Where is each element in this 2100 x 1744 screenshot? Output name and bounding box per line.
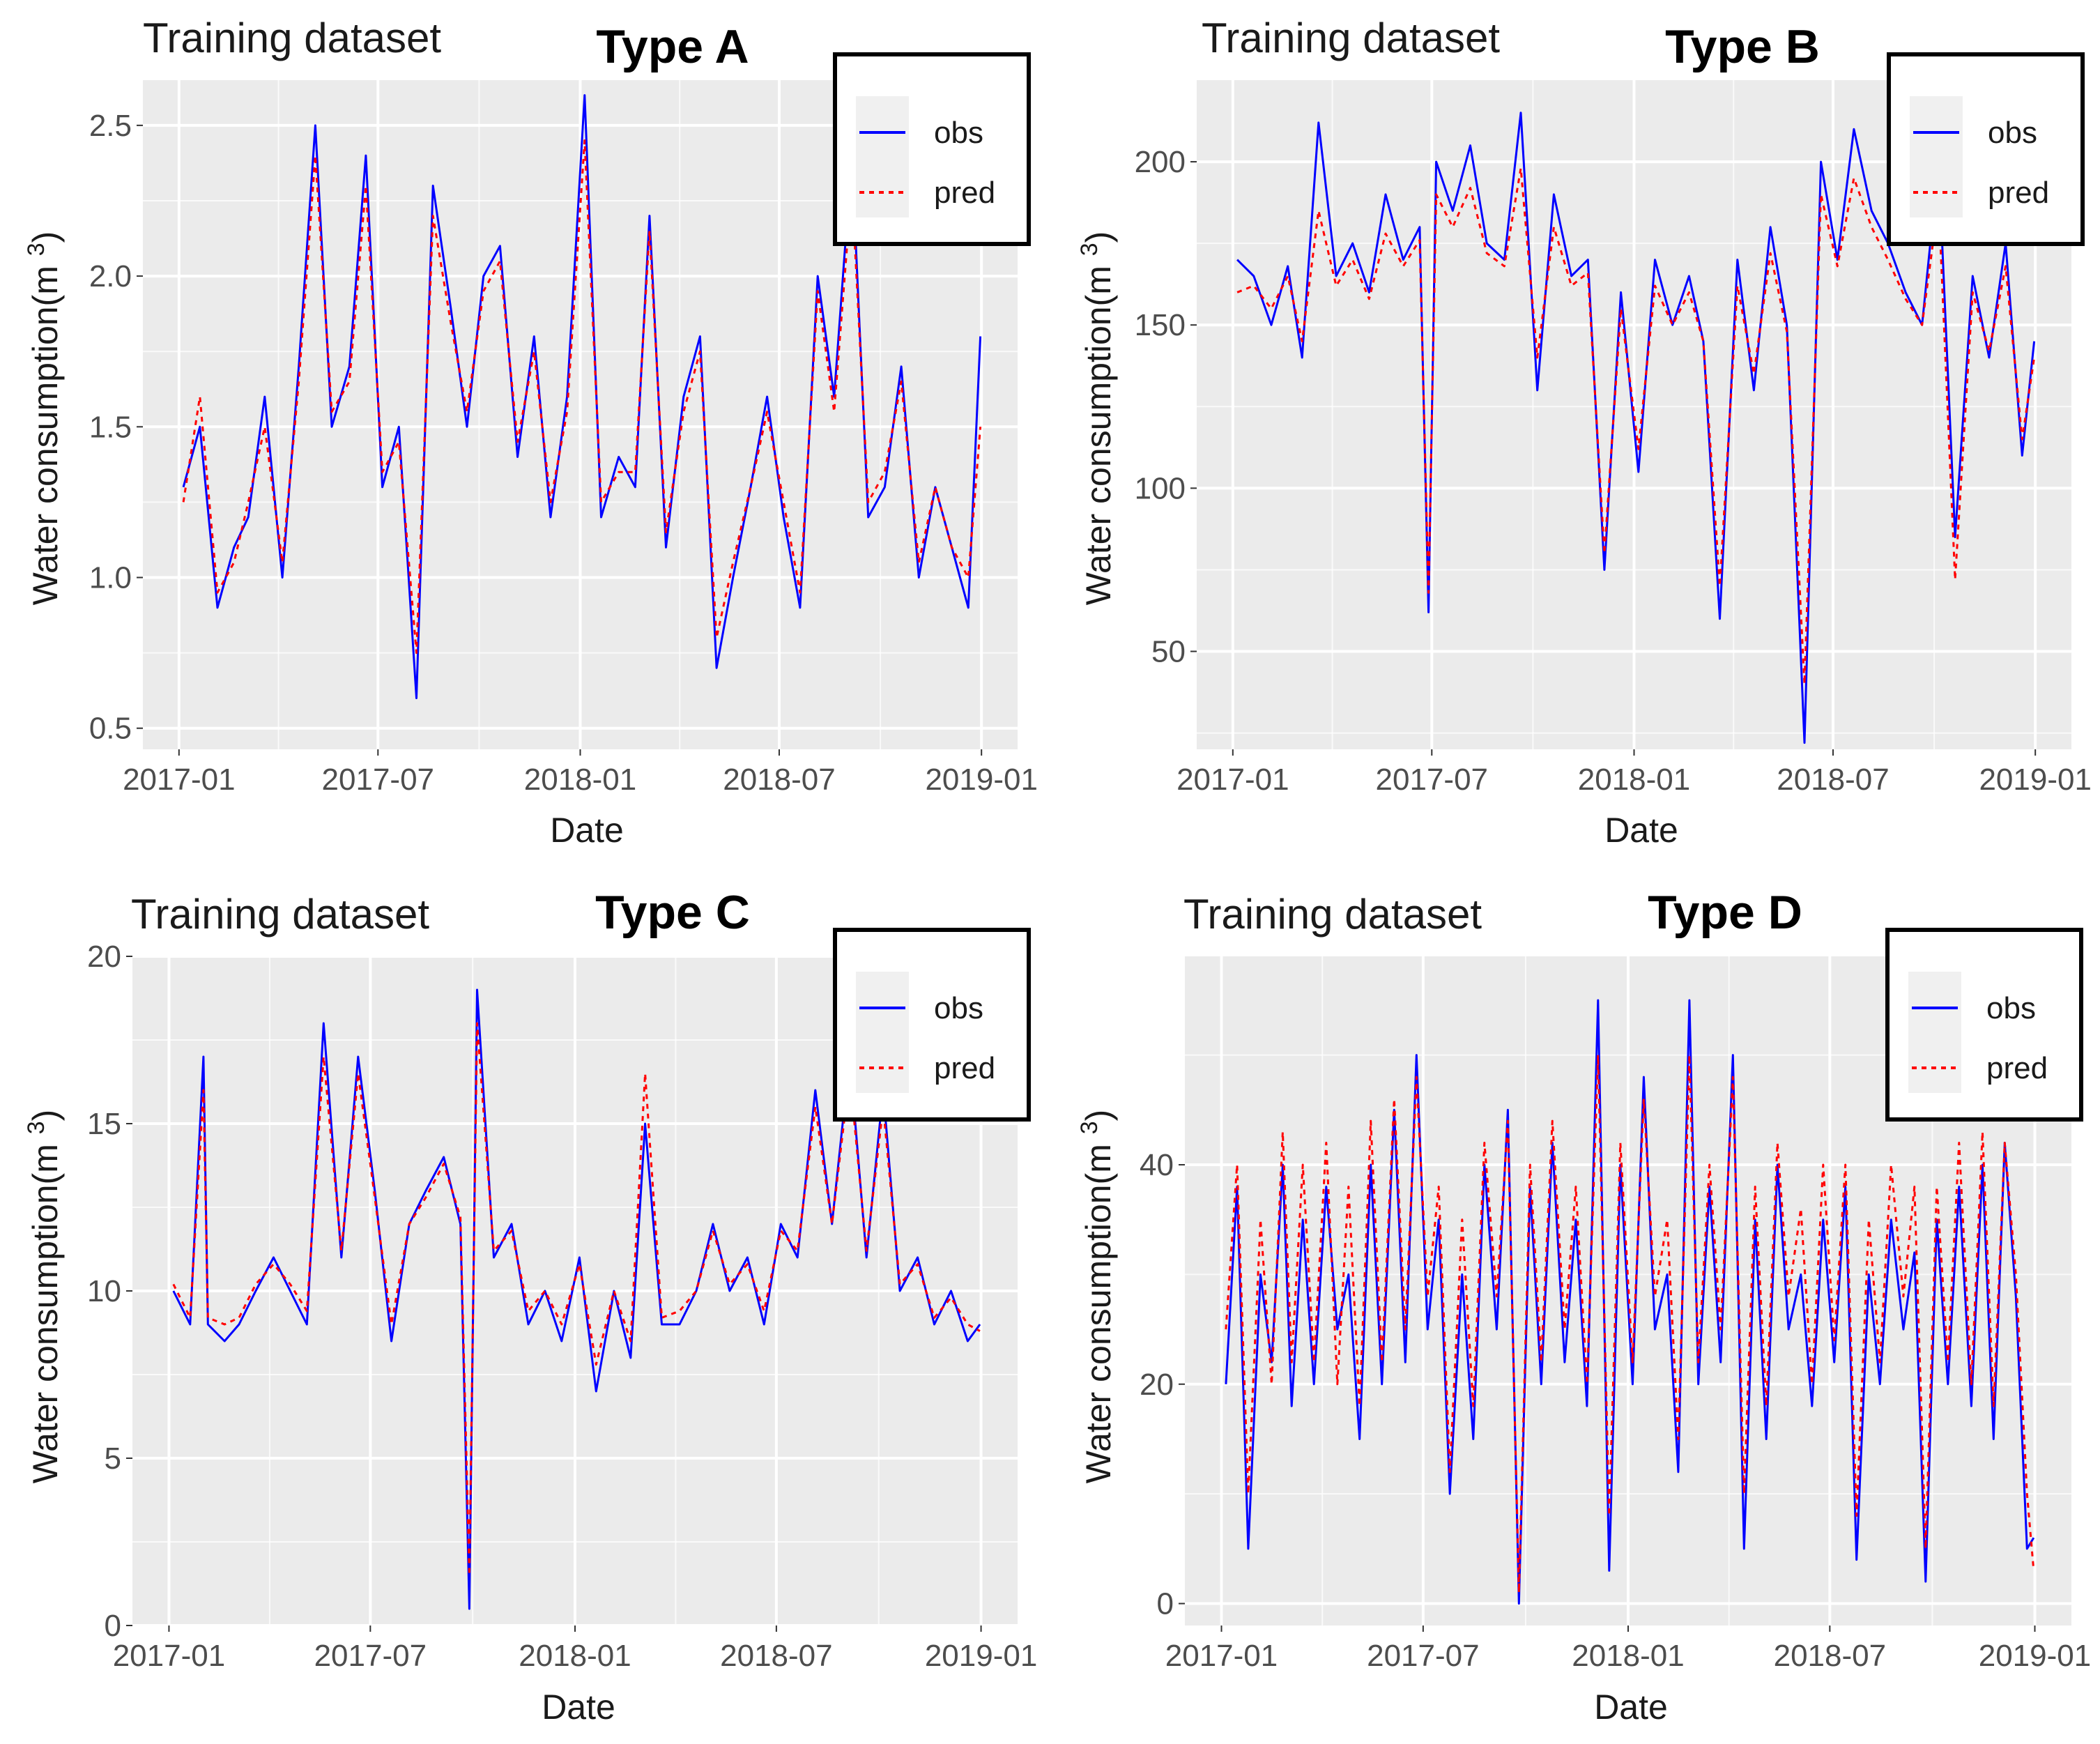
x-tick-label: 2018-01 (1572, 1639, 1684, 1673)
x-tick-label: 2019-01 (1979, 763, 2091, 797)
y-axis-title-text: Water consumption(m (26, 1144, 65, 1483)
panel-type-d: Training dataset Type D 0 20 40 2017-01 2017… (1076, 886, 2091, 1727)
legend-obs-label: obs (934, 116, 983, 150)
x-tick-label: 2017-01 (1177, 763, 1289, 797)
y-tick-label: 0.5 (89, 712, 132, 746)
x-tick-label: 2017-07 (1376, 763, 1488, 797)
y-tick-label: 200 (1135, 145, 1186, 179)
y-tick-label: 20 (87, 940, 121, 974)
legend-obs-label: obs (1988, 116, 2037, 150)
x-tick-label: 2017-01 (123, 763, 235, 797)
x-tick-label: 2018-07 (1777, 763, 1889, 797)
legend-obs-label: obs (934, 991, 983, 1025)
y-axis-title-close: ) (1079, 231, 1118, 243)
y-axis-title-superscript: 3 (23, 1121, 49, 1134)
y-axis-title: Water consumption(m 3) (23, 231, 65, 606)
y-tick-label: 5 (105, 1441, 121, 1476)
panel-title: Type C (595, 886, 750, 939)
x-tick-label: 2018-01 (1578, 763, 1690, 797)
y-axis-title-text: Water consumption(m (26, 266, 65, 605)
y-tick-label: 2.5 (89, 109, 132, 143)
y-tick-label: 2.0 (89, 259, 132, 293)
legend-obs-label: obs (1986, 991, 2036, 1025)
y-tick-label: 0 (1157, 1587, 1174, 1621)
y-tick-label: 50 (1151, 635, 1186, 669)
y-axis-title-text: Water consumption(m (1079, 1144, 1118, 1483)
y-axis-title-superscript: 3 (1076, 1121, 1103, 1134)
x-tick-label: 2019-01 (925, 1639, 1037, 1673)
series-pred-line (182, 139, 982, 655)
x-tick-label: 2018-07 (1774, 1639, 1886, 1673)
panel-title: Type A (596, 20, 749, 73)
x-tick-label: 2018-07 (723, 763, 835, 797)
dataset-label: Training dataset (131, 891, 429, 938)
y-axis-title: Water consumption(m 3) (1076, 231, 1118, 606)
x-tick-label: 2017-01 (113, 1639, 225, 1673)
y-axis-title: Water consumption(m 3) (23, 1110, 65, 1484)
legend: obs pred (833, 52, 1031, 246)
y-axis-title: Water consumption(m 3) (1076, 1110, 1118, 1484)
y-tick-label: 100 (1135, 471, 1186, 505)
series-obs-line (1225, 999, 2035, 1605)
legend: obs pred (1887, 52, 2085, 246)
x-tick-label: 2018-01 (519, 1639, 631, 1673)
x-tick-label: 2017-07 (1367, 1639, 1479, 1673)
panel-title: Type D (1648, 886, 1802, 939)
y-tick-label: 1.5 (89, 410, 132, 444)
panel-type-a: Training dataset Type A 0.5 1.0 1.5 2.0 2.5 2… (23, 15, 1038, 850)
y-axis-title-close: ) (1079, 1110, 1118, 1122)
y-tick-label: 10 (87, 1274, 121, 1308)
legend-pred-label: pred (934, 1051, 995, 1085)
x-axis-title: Date (1604, 811, 1678, 850)
x-tick-label: 2017-07 (322, 763, 434, 797)
legend-pred-label: pred (934, 176, 995, 210)
legend-key-background (856, 96, 909, 217)
panel-type-c: Training dataset Type C 0 5 10 15 20 2017-01 2… (23, 886, 1037, 1727)
y-tick-label: 40 (1140, 1148, 1174, 1182)
y-tick-label: 0 (105, 1609, 121, 1643)
y-axis-title-close: ) (26, 1110, 65, 1122)
legend-key-background (1910, 96, 1963, 217)
dataset-label: Training dataset (143, 15, 441, 61)
dataset-label: Training dataset (1183, 891, 1482, 938)
y-tick-label: 15 (87, 1107, 121, 1141)
x-tick-label: 2017-01 (1165, 1639, 1278, 1673)
panel-title: Type B (1665, 20, 1820, 73)
x-tick-label: 2017-07 (314, 1639, 427, 1673)
series-pred-line (1236, 167, 2036, 685)
y-tick-label: 150 (1135, 308, 1186, 342)
x-axis-title: Date (550, 811, 624, 850)
x-axis-title: Date (542, 1688, 615, 1727)
y-tick-label: 20 (1140, 1368, 1174, 1402)
x-axis-title: Date (1594, 1688, 1668, 1727)
legend: obs pred (833, 928, 1031, 1122)
y-axis-title-superscript: 3 (23, 243, 49, 256)
x-tick-label: 2019-01 (1979, 1639, 2091, 1673)
y-axis-title-text: Water consumption(m (1079, 266, 1118, 605)
dataset-label: Training dataset (1202, 15, 1500, 61)
legend: obs pred (1885, 928, 2083, 1122)
panel-type-b: Training dataset Type B 50 100 150 200 2017-… (1076, 15, 2092, 850)
y-tick-label: 1.0 (89, 561, 132, 595)
legend-key-background (1908, 972, 1961, 1093)
y-axis-title-close: ) (26, 231, 65, 243)
y-axis-title-superscript: 3 (1076, 243, 1103, 256)
series-pred-line (172, 1022, 981, 1577)
x-tick-label: 2018-01 (524, 763, 636, 797)
legend-key-background (856, 972, 909, 1093)
legend-pred-label: pred (1988, 176, 2049, 210)
x-tick-label: 2018-07 (720, 1639, 832, 1673)
series-pred-line (1225, 1054, 2035, 1594)
legend-pred-label: pred (1986, 1051, 2048, 1085)
x-tick-label: 2019-01 (925, 763, 1037, 797)
